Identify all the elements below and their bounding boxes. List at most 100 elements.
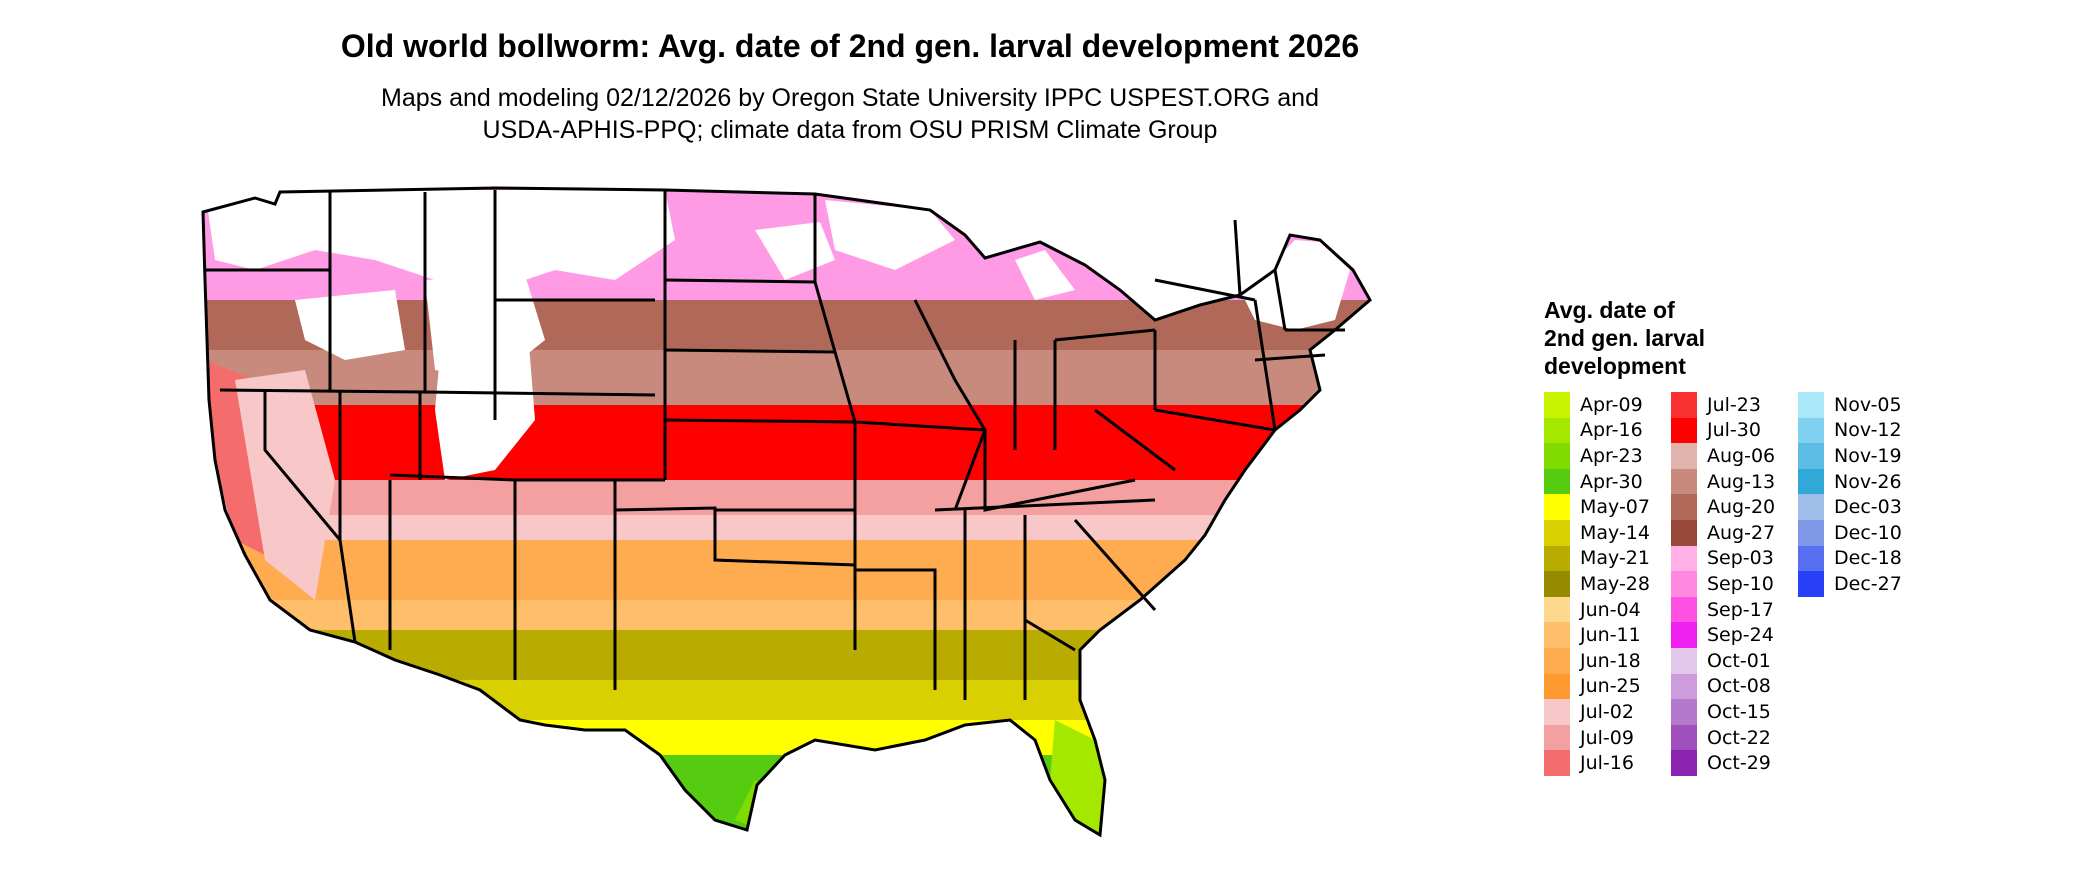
legend-swatch: [1671, 673, 1697, 700]
legend-label: Sep-24: [1707, 624, 1774, 647]
legend-label: Jul-23: [1707, 393, 1761, 416]
subtitle-line-1: Maps and modeling 02/12/2026 by Oregon S…: [381, 84, 1319, 112]
legend-label: Apr-09: [1580, 393, 1643, 416]
legend-item: Nov-12: [1798, 417, 1925, 444]
legend-label: Jun-18: [1580, 649, 1641, 672]
legend-label: Aug-13: [1707, 470, 1776, 493]
legend-swatch: [1544, 392, 1570, 418]
legend-swatch: [1544, 494, 1570, 520]
legend-label: Oct-22: [1707, 726, 1771, 749]
legend-label: Oct-15: [1707, 700, 1771, 723]
legend-label: May-07: [1580, 496, 1650, 519]
legend-label: Oct-01: [1707, 649, 1771, 672]
legend-label: Dec-27: [1834, 572, 1902, 595]
legend-item: Aug-20: [1671, 494, 1798, 520]
legend-label: Aug-20: [1707, 496, 1776, 519]
legend-label: May-28: [1580, 572, 1650, 595]
legend-swatch: [1671, 468, 1697, 495]
legend-label: Sep-03: [1707, 547, 1774, 570]
legend-columns: Apr-09 Apr-16 Apr-23 Apr-30 May-07 May-14 May-…: [1544, 392, 1925, 776]
legend-label: Jul-16: [1580, 752, 1634, 775]
legend-label: Apr-16: [1580, 419, 1643, 442]
legend-swatch: [1544, 647, 1570, 674]
legend-label: Apr-30: [1580, 470, 1643, 493]
legend-item: Jun-25: [1544, 673, 1671, 700]
legend-item: Nov-26: [1798, 468, 1925, 495]
legend-swatch: [1798, 494, 1824, 520]
legend-title: Avg. date of 2nd gen. larval development: [1544, 296, 1764, 380]
legend-label: Nov-05: [1834, 393, 1902, 416]
legend-item: Aug-27: [1671, 519, 1798, 546]
legend-item: May-07: [1544, 494, 1671, 520]
legend-swatch: [1671, 392, 1697, 418]
legend-swatch: [1798, 519, 1824, 546]
chart-title: Old world bollworm: Avg. date of 2nd gen…: [340, 28, 1360, 64]
legend-swatch: [1671, 596, 1697, 623]
legend-label: Dec-03: [1834, 496, 1902, 519]
legend-swatch: [1671, 571, 1697, 597]
legend-swatch: [1544, 699, 1570, 725]
legend-column-3: Nov-05 Nov-12 Nov-19 Nov-26 Dec-03 Dec-10 Dec-…: [1798, 392, 1925, 776]
legend-swatch: [1544, 545, 1570, 572]
legend-item: Oct-22: [1671, 724, 1798, 751]
legend-item: Jul-23: [1671, 392, 1798, 418]
legend-item: Jul-02: [1544, 699, 1671, 725]
legend-item: Nov-19: [1798, 443, 1925, 469]
legend-swatch: [1671, 750, 1697, 776]
legend-swatch: [1544, 571, 1570, 597]
legend-label: Oct-29: [1707, 752, 1771, 775]
legend-item: Nov-05: [1798, 392, 1925, 418]
legend-label: May-21: [1580, 547, 1650, 570]
legend-item: Apr-30: [1544, 468, 1671, 495]
legend-swatch: [1671, 545, 1697, 572]
phenology-fill: [203, 188, 1370, 835]
legend-swatch: [1798, 571, 1824, 597]
legend-swatch: [1798, 468, 1824, 495]
legend-label: Jun-04: [1580, 598, 1641, 621]
legend-swatch: [1544, 417, 1570, 444]
legend-column-1: Apr-09 Apr-16 Apr-23 Apr-30 May-07 May-14 May-…: [1544, 392, 1671, 776]
legend-swatch: [1544, 443, 1570, 469]
legend-item: May-28: [1544, 571, 1671, 597]
legend-label: Aug-06: [1707, 444, 1776, 467]
legend-item: Oct-08: [1671, 673, 1798, 700]
legend-item: Jul-16: [1544, 750, 1671, 776]
us-map: [195, 180, 1510, 880]
legend-swatch: [1544, 596, 1570, 623]
legend-swatch: [1671, 647, 1697, 674]
legend-item: Oct-15: [1671, 699, 1798, 725]
legend-swatch: [1798, 443, 1824, 469]
legend-label: Nov-12: [1834, 419, 1902, 442]
legend-item: Sep-17: [1671, 596, 1798, 623]
legend-swatch: [1544, 750, 1570, 776]
legend-item: Apr-23: [1544, 443, 1671, 469]
legend-item: May-14: [1544, 519, 1671, 546]
legend-label: Sep-10: [1707, 572, 1774, 595]
legend-swatch: [1798, 392, 1824, 418]
chart-subtitle: Maps and modeling 02/12/2026 by Oregon S…: [0, 82, 1700, 146]
legend-item: Sep-24: [1671, 622, 1798, 648]
legend-item: Sep-03: [1671, 545, 1798, 572]
legend-column-2: Jul-23 Jul-30 Aug-06 Aug-13 Aug-20 Aug-27 Sep-…: [1671, 392, 1798, 776]
legend-label: Nov-26: [1834, 470, 1902, 493]
legend-swatch: [1544, 724, 1570, 751]
legend-label: Nov-19: [1834, 444, 1902, 467]
legend-swatch: [1798, 417, 1824, 444]
legend-item: Jul-09: [1544, 724, 1671, 751]
legend-item: Dec-10: [1798, 519, 1925, 546]
legend-swatch: [1671, 443, 1697, 469]
legend-label: Jul-09: [1580, 726, 1634, 749]
legend-item: May-21: [1544, 545, 1671, 572]
legend-item: Dec-18: [1798, 545, 1925, 572]
legend-title-line-2: 2nd gen. larval: [1544, 325, 1706, 351]
legend-item: Apr-09: [1544, 392, 1671, 418]
legend-swatch: [1671, 417, 1697, 444]
legend-label: Dec-18: [1834, 547, 1902, 570]
legend-item: Oct-29: [1671, 750, 1798, 776]
legend-swatch: [1671, 622, 1697, 648]
legend-label: Dec-10: [1834, 521, 1902, 544]
legend-item: Oct-01: [1671, 647, 1798, 674]
legend-swatch: [1798, 545, 1824, 572]
legend-swatch: [1671, 724, 1697, 751]
legend-item: Dec-03: [1798, 494, 1925, 520]
